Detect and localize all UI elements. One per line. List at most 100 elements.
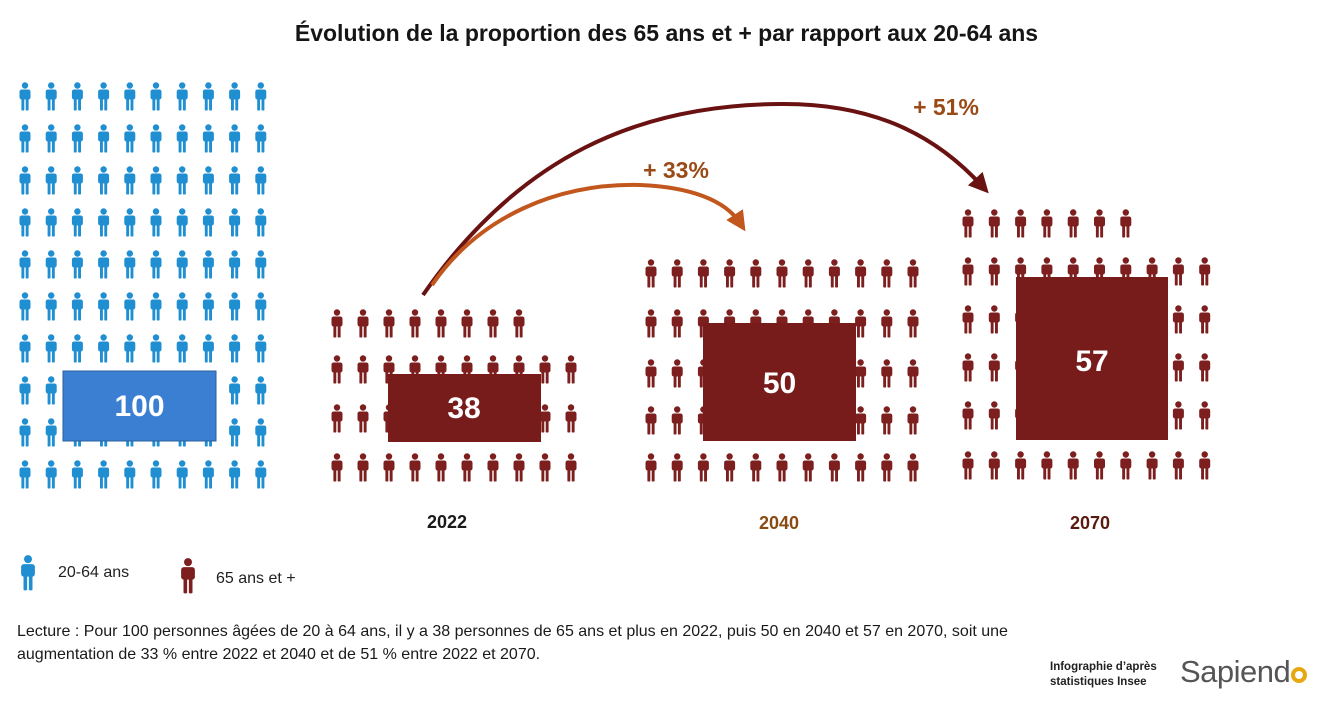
adult-person-icon: [71, 292, 83, 321]
adult-person-icon: [229, 376, 241, 405]
adult-person-icon: [229, 82, 241, 111]
senior-person-icon: [645, 453, 657, 482]
senior-person-icon: [1120, 451, 1132, 480]
senior-person-icon: [828, 259, 840, 288]
adult-person-icon: [229, 124, 241, 153]
adult-person-icon: [229, 292, 241, 321]
senior-person-icon: [645, 259, 657, 288]
adult-person-icon: [176, 166, 188, 195]
source-credit: Infographie d’après statistiques Insee: [1050, 660, 1157, 690]
adult-person-icon: [150, 82, 162, 111]
senior-person-icon: [671, 259, 683, 288]
adult-person-icon: [124, 82, 136, 111]
adult-person-icon: [71, 460, 83, 489]
adult-person-icon: [19, 418, 31, 447]
value-box-2040: [703, 323, 856, 441]
senior-person-icon: [539, 404, 551, 433]
category-label-2070: 2070: [1070, 513, 1110, 533]
senior-person-icon: [881, 406, 893, 435]
adult-person-icon: [19, 292, 31, 321]
adult-person-icon: [176, 250, 188, 279]
value-label-100: 100: [114, 390, 164, 423]
senior-person-icon: [962, 257, 974, 286]
senior-person-icon: [1172, 257, 1184, 286]
adult-person-icon: [124, 208, 136, 237]
senior-person-icon: [962, 353, 974, 382]
senior-person-icon: [671, 453, 683, 482]
senior-person-icon: [697, 453, 709, 482]
adult-person-icon: [150, 208, 162, 237]
adult-person-icon: [45, 292, 57, 321]
adult-person-icon: [124, 334, 136, 363]
adult-person-icon: [150, 292, 162, 321]
senior-person-icon: [988, 401, 1000, 430]
senior-person-icon: [1094, 451, 1105, 480]
senior-person-icon: [881, 309, 893, 338]
senior-person-icon: [331, 453, 343, 482]
adult-person-icon: [124, 124, 136, 153]
senior-person-icon: [1172, 401, 1184, 430]
adult-person-icon: [176, 334, 188, 363]
senior-person-icon: [1094, 209, 1105, 238]
adult-person-icon: [124, 166, 136, 195]
senior-person-icon: [1120, 209, 1132, 238]
adult-person-icon: [229, 460, 241, 489]
senior-person-icon: [409, 453, 421, 482]
adult-person-icon: [150, 460, 162, 489]
adult-person-icon: [98, 124, 110, 153]
senior-person-icon: [855, 453, 867, 482]
adult-person-icon: [255, 124, 267, 153]
senior-person-icon: [1199, 451, 1211, 480]
adult-person-icon: [202, 208, 214, 237]
legend-label-adults: 20-64 ans: [58, 564, 130, 581]
adult-person-icon: [176, 124, 188, 153]
adult-person-icon: [150, 250, 162, 279]
legend-item-adults: 20-64 ans: [16, 548, 176, 594]
senior-person-icon: [357, 309, 369, 338]
adult-person-icon: [98, 292, 110, 321]
senior-person-icon: [357, 355, 369, 384]
adult-person-icon: [255, 82, 267, 111]
senior-person-icon: [1199, 401, 1211, 430]
senior-person-icon: [513, 309, 525, 338]
senior-person-icon: [988, 305, 1000, 334]
credit-line-1: Infographie d’après: [1050, 661, 1157, 673]
adult-person-icon: [45, 208, 57, 237]
adult-person-icon: [19, 208, 31, 237]
adult-person-icon: [202, 460, 214, 489]
senior-person-icon: [907, 259, 919, 288]
senior-person-icon: [907, 309, 919, 338]
adult-person-icon: [98, 334, 110, 363]
senior-person-icon: [828, 453, 840, 482]
senior-person-icon: [1172, 305, 1184, 334]
senior-person-icon: [357, 404, 369, 433]
adult-person-icon: [176, 208, 188, 237]
senior-person-icon: [750, 453, 762, 482]
adult-person-icon: [255, 166, 267, 195]
logo-ring: [1291, 667, 1308, 683]
logo-text: Sapiend: [1180, 654, 1291, 689]
adult-person-icon: [255, 250, 267, 279]
senior-person-icon: [331, 404, 343, 433]
senior-person-icon: [776, 453, 788, 482]
senior-person-icon: [802, 453, 814, 482]
value-label-2040: 50: [763, 367, 796, 400]
senior-person-icon: [881, 359, 893, 388]
person-icon: [21, 555, 35, 591]
senior-person-icon: [1199, 305, 1211, 334]
adult-person-icon: [19, 124, 31, 153]
adult-person-icon: [45, 82, 57, 111]
senior-person-icon: [539, 355, 551, 384]
adult-person-icon: [45, 334, 57, 363]
senior-person-icon: [487, 453, 499, 482]
senior-person-icon: [776, 259, 788, 288]
adult-person-icon: [202, 250, 214, 279]
adult-person-icon: [255, 334, 267, 363]
senior-person-icon: [697, 259, 709, 288]
adult-person-icon: [150, 166, 162, 195]
senior-person-icon: [565, 404, 577, 433]
adult-person-icon: [255, 292, 267, 321]
senior-person-icon: [435, 309, 447, 338]
adult-person-icon: [176, 292, 188, 321]
senior-person-icon: [1172, 451, 1184, 480]
